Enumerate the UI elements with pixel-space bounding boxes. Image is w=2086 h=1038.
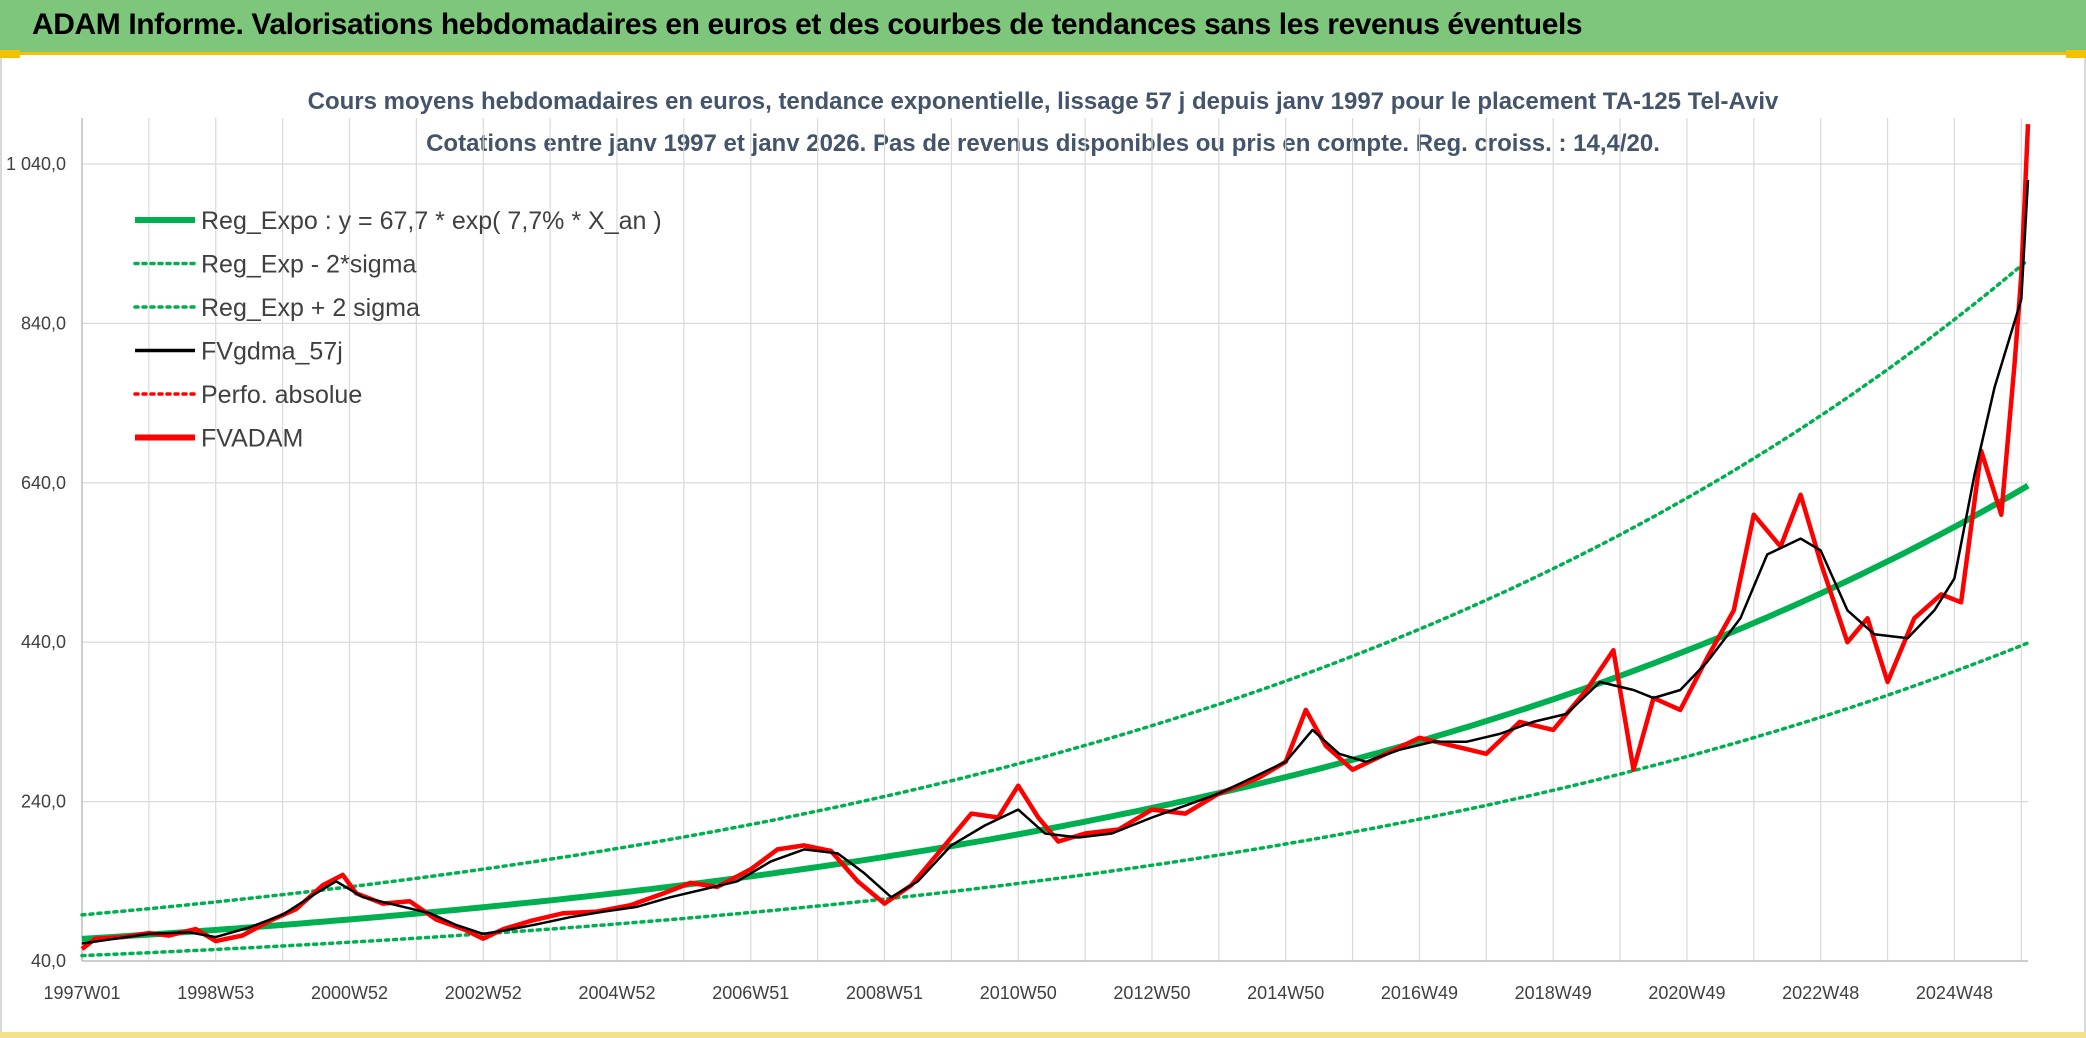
legend-label: Reg_Exp + 2 sigma [201, 294, 420, 322]
corner-accent-right [2066, 50, 2086, 58]
x-tick-label: 2010W50 [980, 983, 1057, 1003]
corner-accent-left [0, 50, 20, 58]
x-tick-label: 2014W50 [1247, 983, 1324, 1003]
x-tick-label: 2008W51 [846, 983, 923, 1003]
legend-label: Reg_Exp - 2*sigma [201, 251, 416, 279]
legend-label: FVgdma_57j [201, 338, 343, 366]
header-bar: ADAM Informe. Valorisations hebdomadaire… [0, 0, 2086, 55]
x-tick-label: 2006W51 [712, 983, 789, 1003]
x-tick-label: 2002W52 [445, 983, 522, 1003]
page-title: ADAM Informe. Valorisations hebdomadaire… [32, 8, 1583, 41]
legend-label: Reg_Expo : y = 67,7 * exp( 7,7% * X_an ) [201, 207, 662, 235]
legend-label: Perfo. absolue [201, 381, 362, 409]
x-tick-label: 2016W49 [1381, 983, 1458, 1003]
chart-subtitle-1: Cours moyens hebdomadaires en euros, ten… [308, 88, 1779, 115]
x-tick-label: 2000W52 [311, 983, 388, 1003]
series-line-2 [80, 258, 2030, 917]
y-tick-label: 40,0 [31, 951, 66, 971]
x-tick-label: 1997W01 [43, 983, 120, 1003]
chart-frame [0, 58, 2086, 1038]
x-tick-label: 2020W49 [1648, 983, 1725, 1003]
x-tick-label: 2024W48 [1916, 983, 1993, 1003]
x-tick-label: 2012W50 [1113, 983, 1190, 1003]
chart-legend: Reg_Expo : y = 67,7 * exp( 7,7% * X_an )… [133, 207, 662, 453]
x-tick-label: 2018W49 [1515, 983, 1592, 1003]
chart-series [80, 124, 2031, 958]
legend-label: FVADAM [201, 425, 303, 453]
y-tick-label: 1 040,0 [6, 154, 66, 174]
series-line-1 [80, 641, 2030, 958]
chart-subtitle-2: Cotations entre janv 1997 et janv 2026. … [426, 130, 1660, 157]
y-tick-label: 440,0 [21, 632, 66, 652]
y-tick-label: 640,0 [21, 473, 66, 493]
y-tick-label: 840,0 [21, 313, 66, 333]
series-line-3 [81, 179, 2030, 945]
y-tick-label: 240,0 [21, 792, 66, 812]
series-line-0 [81, 483, 2030, 942]
x-tick-label: 2022W48 [1782, 983, 1859, 1003]
x-tick-label: 2004W52 [578, 983, 655, 1003]
bottom-accent-bar [0, 1032, 2086, 1038]
chart-axes: 40,0 240,0 440,0 640,0 840,0 1 040,0 1997W01 19… [6, 118, 2028, 1003]
x-tick-label: 1998W53 [177, 983, 254, 1003]
